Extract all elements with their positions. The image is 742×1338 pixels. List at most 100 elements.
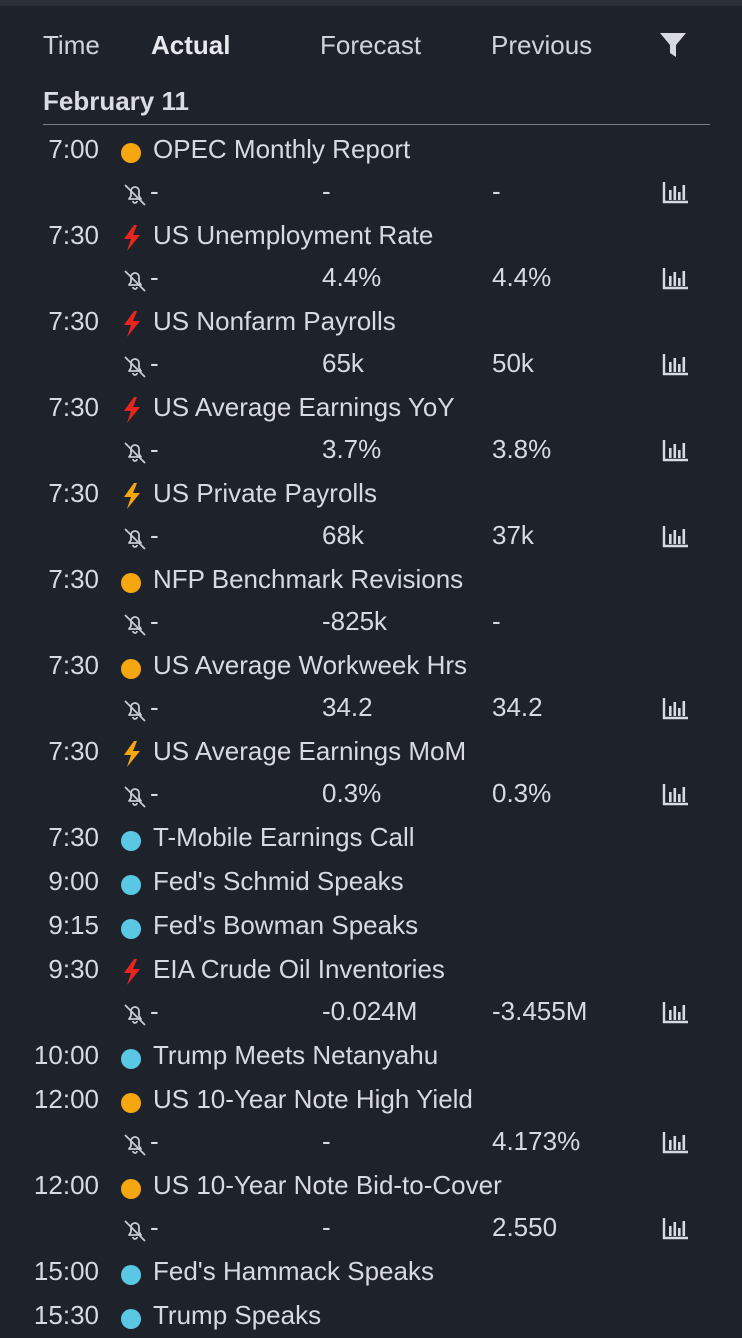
event-row[interactable]: 7:30 US Average Workweek Hrs <box>0 650 742 686</box>
event-time: 7:30 <box>48 822 99 852</box>
event-title[interactable]: US Average Earnings MoM <box>153 736 467 766</box>
event-row[interactable]: 9:00 Fed's Schmid Speaks <box>0 866 742 902</box>
event-title[interactable]: US Unemployment Rate <box>153 220 434 250</box>
event-actual: - <box>150 996 159 1026</box>
event-forecast: 0.3% <box>322 778 382 808</box>
medium-importance-icon <box>120 740 144 767</box>
event-row[interactable]: 9:30 EIA Crude Oil Inventories <box>0 954 742 990</box>
chart-icon[interactable] <box>660 998 692 1026</box>
event-title[interactable]: US 10-Year Note High Yield <box>153 1084 473 1114</box>
event-title[interactable]: Trump Speaks <box>153 1300 322 1330</box>
event-title[interactable]: Fed's Schmid Speaks <box>153 866 404 896</box>
bell-off-icon[interactable] <box>120 353 150 379</box>
event-previous: 2.550 <box>492 1212 558 1242</box>
chart-icon[interactable] <box>660 264 692 292</box>
event-values-row: --- <box>0 176 742 212</box>
event-row[interactable]: 7:30 US Private Payrolls <box>0 478 742 514</box>
event-row[interactable]: 12:00 US 10-Year Note Bid-to-Cover <box>0 1170 742 1206</box>
bell-off-icon[interactable] <box>120 181 150 207</box>
event-title[interactable]: Fed's Hammack Speaks <box>153 1256 434 1286</box>
event-time: 15:30 <box>33 1300 99 1330</box>
chart-icon[interactable] <box>660 1214 692 1242</box>
event-time: 12:00 <box>33 1170 99 1200</box>
event-row[interactable]: 15:30 Trump Speaks <box>0 1300 742 1336</box>
event-title[interactable]: OPEC Monthly Report <box>153 134 411 164</box>
header-forecast[interactable]: Forecast <box>320 30 422 60</box>
low-importance-dot-icon <box>121 573 141 593</box>
chart-icon[interactable] <box>660 178 692 206</box>
event-values-row: - 65k 50k <box>0 348 742 384</box>
event-previous: 3.8% <box>492 434 552 464</box>
event-row[interactable]: 7:30 US Unemployment Rate <box>0 220 742 256</box>
event-time: 9:30 <box>48 954 99 984</box>
event-title[interactable]: US Nonfarm Payrolls <box>153 306 396 336</box>
event-actual: - <box>150 262 159 292</box>
header-previous[interactable]: Previous <box>491 30 593 60</box>
chart-icon[interactable] <box>660 1128 692 1156</box>
event-row[interactable]: 7:30 US Average Earnings YoY <box>0 392 742 428</box>
event-title[interactable]: EIA Crude Oil Inventories <box>153 954 445 984</box>
event-row[interactable]: 7:00 OPEC Monthly Report <box>0 134 742 170</box>
event-actual: - <box>150 1212 159 1242</box>
event-title[interactable]: Fed's Bowman Speaks <box>153 910 419 940</box>
event-forecast: - <box>322 176 331 206</box>
event-row[interactable]: 12:00 US 10-Year Note High Yield <box>0 1084 742 1120</box>
filter-icon[interactable] <box>658 30 688 67</box>
bell-off-icon[interactable] <box>120 1001 150 1027</box>
event-title[interactable]: T-Mobile Earnings Call <box>153 822 415 852</box>
event-forecast: 3.7% <box>322 434 382 464</box>
bell-off-icon[interactable] <box>120 525 150 551</box>
event-title[interactable]: US Average Workweek Hrs <box>153 650 468 680</box>
event-values-row: - 68k 37k <box>0 520 742 556</box>
top-border <box>0 0 742 6</box>
header-actual[interactable]: Actual <box>151 30 231 60</box>
event-values-row: - -0.024M -3.455M <box>0 996 742 1032</box>
divider <box>43 124 710 125</box>
event-row[interactable]: 10:00 Trump Meets Netanyahu <box>0 1040 742 1076</box>
bell-off-icon[interactable] <box>120 783 150 809</box>
bell-off-icon[interactable] <box>120 1217 150 1243</box>
event-title[interactable]: NFP Benchmark Revisions <box>153 564 464 594</box>
event-previous: 34.2 <box>492 692 543 722</box>
header-time[interactable]: Time <box>43 30 100 60</box>
event-forecast: 65k <box>322 348 364 378</box>
event-time: 7:30 <box>48 650 99 680</box>
event-row[interactable]: 9:15 Fed's Bowman Speaks <box>0 910 742 946</box>
event-previous: -3.455M <box>492 996 588 1026</box>
medium-importance-icon <box>120 482 144 509</box>
event-time: 7:30 <box>48 478 99 508</box>
bell-off-icon[interactable] <box>120 697 150 723</box>
bell-off-icon[interactable] <box>120 439 150 465</box>
event-values-row: - 3.7% 3.8% <box>0 434 742 470</box>
event-previous: 37k <box>492 520 534 550</box>
event-title[interactable]: US Private Payrolls <box>153 478 377 508</box>
event-row[interactable]: 7:30 US Nonfarm Payrolls <box>0 306 742 342</box>
chart-icon[interactable] <box>660 436 692 464</box>
bell-off-icon[interactable] <box>120 611 150 637</box>
event-row[interactable]: 7:30 T-Mobile Earnings Call <box>0 822 742 858</box>
info-dot-icon <box>121 1265 141 1285</box>
event-forecast: -825k <box>322 606 388 636</box>
event-actual: - <box>150 434 159 464</box>
event-row[interactable]: 15:00 Fed's Hammack Speaks <box>0 1256 742 1292</box>
event-time: 7:30 <box>48 564 99 594</box>
event-previous: - <box>492 176 501 206</box>
bell-off-icon[interactable] <box>120 1131 150 1157</box>
event-row[interactable]: 7:30 NFP Benchmark Revisions <box>0 564 742 600</box>
event-forecast: -0.024M <box>322 996 418 1026</box>
chart-icon[interactable] <box>660 694 692 722</box>
low-importance-dot-icon <box>121 1093 141 1113</box>
low-importance-dot-icon <box>121 143 141 163</box>
event-title[interactable]: US Average Earnings YoY <box>153 392 455 422</box>
event-time: 15:00 <box>33 1256 99 1286</box>
low-importance-dot-icon <box>121 659 141 679</box>
chart-icon[interactable] <box>660 780 692 808</box>
event-row[interactable]: 7:30 US Average Earnings MoM <box>0 736 742 772</box>
event-time: 9:00 <box>48 866 99 896</box>
chart-icon[interactable] <box>660 522 692 550</box>
bell-off-icon[interactable] <box>120 267 150 293</box>
event-title[interactable]: Trump Meets Netanyahu <box>153 1040 439 1070</box>
event-values-row: - -825k - <box>0 606 742 642</box>
chart-icon[interactable] <box>660 350 692 378</box>
event-title[interactable]: US 10-Year Note Bid-to-Cover <box>153 1170 502 1200</box>
